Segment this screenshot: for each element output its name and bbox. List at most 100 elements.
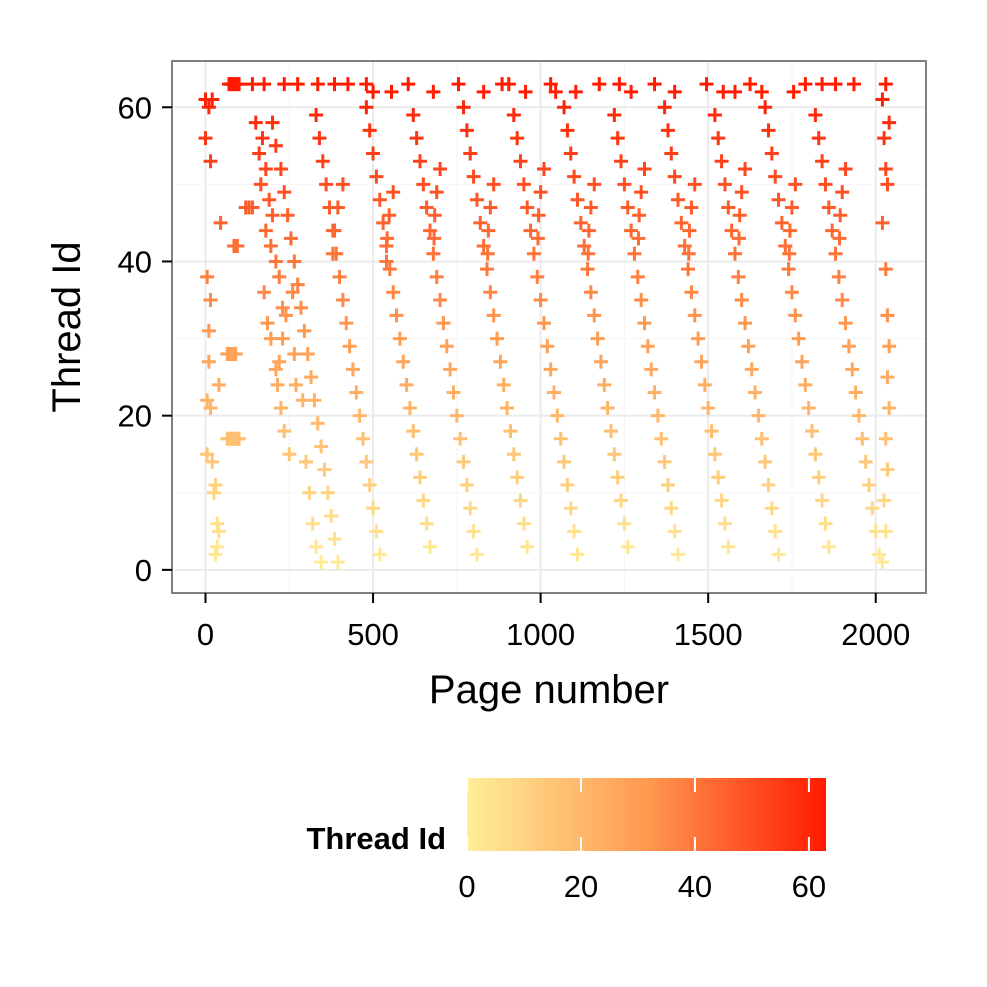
data-point xyxy=(523,223,538,238)
data-point xyxy=(650,408,665,423)
data-point xyxy=(821,200,836,215)
data-point xyxy=(282,447,297,462)
data-point xyxy=(366,84,381,99)
data-point xyxy=(372,547,387,562)
data-point xyxy=(314,555,329,570)
data-point xyxy=(634,293,649,308)
data-point xyxy=(429,269,444,284)
data-point xyxy=(493,354,508,369)
data-point xyxy=(300,346,315,361)
data-point xyxy=(359,454,374,469)
data-point xyxy=(426,84,441,99)
data-point xyxy=(327,77,342,92)
data-point xyxy=(287,254,302,269)
data-point xyxy=(453,431,468,446)
data-point xyxy=(536,316,551,331)
data-point xyxy=(878,77,893,92)
data-point xyxy=(791,331,806,346)
data-point xyxy=(751,408,766,423)
y-tick-label: 60 xyxy=(118,90,152,125)
data-point xyxy=(657,100,672,115)
x-tick-label: 500 xyxy=(347,617,399,652)
data-point xyxy=(614,493,629,508)
data-point xyxy=(833,208,848,223)
data-point xyxy=(427,231,442,246)
data-point xyxy=(297,323,312,338)
data-point xyxy=(423,539,438,554)
data-point xyxy=(570,192,585,207)
data-point xyxy=(319,177,334,192)
data-point xyxy=(593,354,608,369)
data-point xyxy=(738,316,753,331)
data-point xyxy=(811,470,826,485)
data-point xyxy=(419,200,434,215)
data-point xyxy=(446,385,461,400)
data-point xyxy=(808,447,823,462)
data-point xyxy=(731,269,746,284)
data-point xyxy=(882,400,897,415)
data-point xyxy=(727,246,742,261)
data-point xyxy=(880,177,895,192)
data-point xyxy=(366,501,381,516)
data-point xyxy=(203,293,218,308)
data-point xyxy=(469,192,484,207)
data-point xyxy=(587,177,602,192)
data-point xyxy=(878,262,893,277)
x-axis: 0 500 1000 1500 2000 xyxy=(197,593,910,652)
data-point xyxy=(630,269,645,284)
data-point xyxy=(841,339,856,354)
data-point xyxy=(305,516,320,531)
data-point xyxy=(818,177,833,192)
data-point xyxy=(510,131,525,146)
data-point xyxy=(285,285,300,300)
data-point xyxy=(592,77,607,92)
data-point xyxy=(872,547,887,562)
data-point xyxy=(339,316,354,331)
data-point xyxy=(560,123,575,138)
data-point xyxy=(640,339,655,354)
data-point xyxy=(801,400,816,415)
data-point xyxy=(275,331,290,346)
data-point xyxy=(262,192,277,207)
data-point xyxy=(516,516,531,531)
data-point xyxy=(821,539,836,554)
data-point xyxy=(620,539,635,554)
data-point xyxy=(530,269,545,284)
data-point xyxy=(275,300,290,315)
data-point xyxy=(567,169,582,184)
data-point xyxy=(359,77,374,92)
data-point xyxy=(506,107,521,122)
data-point xyxy=(734,293,749,308)
data-point xyxy=(451,77,466,92)
data-point xyxy=(563,146,578,161)
data-point xyxy=(201,354,216,369)
data-point xyxy=(325,246,340,261)
data-point xyxy=(875,555,890,570)
data-point xyxy=(533,185,548,200)
data-point xyxy=(825,223,840,238)
data-point xyxy=(550,408,565,423)
data-point xyxy=(257,77,272,92)
data-point xyxy=(327,223,342,238)
data-point xyxy=(366,146,381,161)
data-point xyxy=(473,215,488,230)
data-point xyxy=(252,146,267,161)
data-point xyxy=(245,77,260,92)
data-point xyxy=(483,200,498,215)
data-point xyxy=(536,161,551,176)
data-point xyxy=(573,215,588,230)
data-point xyxy=(581,223,596,238)
x-axis-title: Page number xyxy=(429,668,669,712)
data-point xyxy=(469,547,484,562)
data-point xyxy=(570,547,585,562)
data-point xyxy=(798,377,813,392)
data-point xyxy=(717,177,732,192)
data-point xyxy=(631,231,646,246)
data-point xyxy=(295,393,310,408)
data-point xyxy=(210,516,225,531)
data-point xyxy=(412,154,427,169)
data-point xyxy=(583,200,598,215)
data-point xyxy=(627,246,642,261)
data-point xyxy=(878,431,893,446)
data-point xyxy=(287,346,302,361)
